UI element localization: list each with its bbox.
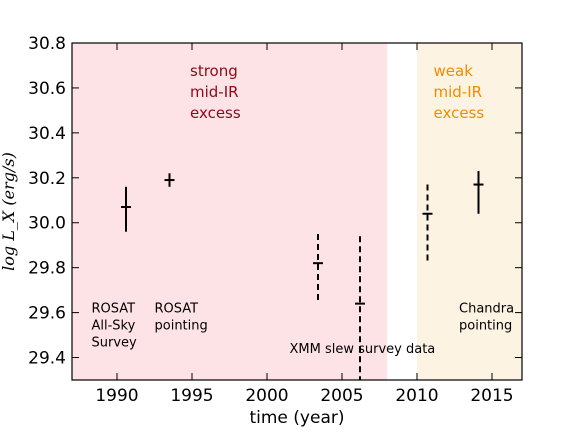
- region-label-0: strong mid-IR excess: [190, 62, 241, 122]
- y-tick-label-30.6: 30.6: [28, 79, 66, 99]
- annotation-0: ROSAT All-Sky Survey: [92, 302, 138, 351]
- region-label-1: weak mid-IR excess: [434, 62, 485, 122]
- point-solid-0: [121, 186, 131, 232]
- y-tick-label-30.2: 30.2: [28, 169, 66, 189]
- y-tick-label-29.4: 29.4: [28, 349, 66, 369]
- y-tick-label-30.4: 30.4: [28, 124, 66, 144]
- x-tick-label-2010: 2010: [395, 386, 438, 406]
- annotation-0-line-1: All-Sky: [92, 319, 136, 334]
- x-tick-label-1995: 1995: [170, 386, 213, 406]
- shaded-regions: [72, 43, 522, 380]
- region-0: [72, 43, 387, 380]
- annotation-1-line-0: ROSAT: [155, 302, 199, 317]
- region-label-0-line-2: excess: [190, 104, 241, 122]
- annotation-1-line-1: pointing: [155, 319, 208, 334]
- point-dashed-0: [313, 233, 323, 302]
- annotation-1: ROSAT pointing: [155, 302, 208, 334]
- x-axis-label: time (year): [249, 408, 344, 428]
- region-label-1-line-0: weak: [434, 62, 474, 80]
- y-tick-label-29.6: 29.6: [28, 304, 66, 324]
- y-tick-label-30.8: 30.8: [28, 34, 66, 54]
- x-tick-label-1990: 1990: [95, 386, 138, 406]
- region-label-0-line-1: mid-IR: [190, 83, 239, 101]
- y-tick-label-29.8: 29.8: [28, 259, 66, 279]
- region-label-1-line-1: mid-IR: [434, 83, 483, 101]
- annotation-2-line-0: XMM slew survey data: [290, 342, 436, 357]
- annotations: ROSAT All-Sky Survey ROSAT pointing XMM slew …: [92, 302, 515, 357]
- y-tick-label-30: 30.0: [28, 214, 66, 234]
- annotation-3: Chandra pointing: [459, 302, 514, 334]
- annotation-3-line-0: Chandra: [459, 302, 514, 317]
- plot-frame: [71, 42, 523, 381]
- region-1: [417, 43, 522, 380]
- x-tick-label-2000: 2000: [245, 386, 288, 406]
- point-solid-1: [164, 173, 175, 187]
- annotation-2: XMM slew survey data: [290, 342, 436, 357]
- axis-ticks: 1990 1995 2000 2005 2010 2015 29.4 29.6 29.8 30.0…: [28, 34, 522, 406]
- x-tick-label-2015: 2015: [470, 386, 513, 406]
- data-points: [121, 171, 484, 380]
- annotation-3-line-1: pointing: [459, 319, 512, 334]
- region-labels: strong mid-IR excess weak mid-IR excess: [190, 62, 484, 122]
- point-solid-2: [473, 171, 484, 214]
- region-label-1-line-2: excess: [434, 104, 485, 122]
- point-dashed-1: [355, 236, 365, 380]
- y-axis-label: log L_X (erg/s): [0, 152, 18, 271]
- annotation-0-line-0: ROSAT: [92, 302, 136, 317]
- point-dashed-2: [422, 184, 433, 264]
- region-label-0-line-0: strong: [190, 62, 238, 80]
- annotation-0-line-2: Survey: [92, 336, 138, 351]
- x-tick-label-2005: 2005: [320, 386, 363, 406]
